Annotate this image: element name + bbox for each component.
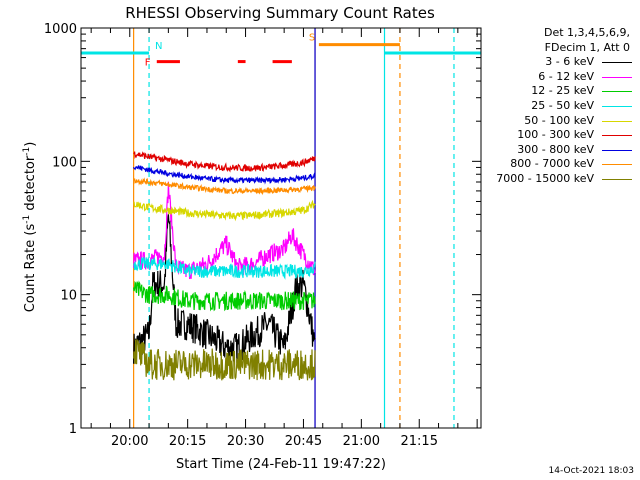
legend-entry-label: 50 - 100 keV — [524, 113, 594, 127]
legend-swatch — [602, 76, 632, 78]
y-axis-label-mid: detector — [23, 155, 38, 215]
series-3-6-kev — [133, 214, 316, 364]
legend-entries: 3 - 6 keV 6 - 12 keV 12 - 25 keV 25 - 50 ke… — [478, 55, 636, 186]
y-axis-label-main: Count Rate (s — [23, 224, 38, 313]
legend-entry-label: 12 - 25 keV — [531, 84, 594, 98]
series-12-25-kev — [133, 280, 316, 312]
series-300-800-kev — [133, 164, 316, 185]
series-25-50-kev — [133, 256, 316, 280]
legend-entry-7000-15000-kev: 7000 - 15000 keV — [478, 172, 636, 187]
timestamp: 14-Oct-2021 18:03 — [548, 466, 634, 476]
axes: 1 10 100 1000 20:00 20:15 20:30 20:45 21:00 21:15 — [44, 22, 482, 449]
flag-label-n: N — [155, 41, 162, 52]
legend-entry-25-50-kev: 25 - 50 keV — [478, 99, 636, 114]
x-tick-label: 20:00 — [111, 434, 148, 449]
legend-swatch — [602, 120, 632, 122]
chart-title: RHESSI Observing Summary Count Rates — [125, 4, 435, 22]
legend-swatch — [602, 178, 632, 180]
x-tick-label: 21:15 — [401, 434, 438, 449]
series-800-7000-kev — [133, 177, 316, 196]
plot-area: N S F — [81, 28, 481, 428]
flag-label-s: S — [309, 33, 315, 44]
y-tick-label: 10 — [60, 289, 77, 304]
legend-header-line-2: FDecim 1, Att 0 — [544, 40, 630, 54]
x-tick-label: 20:15 — [169, 434, 206, 449]
legend-swatch — [602, 91, 632, 93]
plot-frame — [80, 27, 482, 429]
y-axis-label-end: ) — [23, 142, 38, 147]
legend-entry-50-100-kev: 50 - 100 keV — [478, 114, 636, 129]
y-tick-label: 1000 — [44, 22, 77, 37]
legend-entry-300-800-kev: 300 - 800 keV — [478, 143, 636, 158]
x-axis-label: Start Time (24-Feb-11 19:47:22) — [176, 457, 386, 472]
legend-entry-6-12-kev: 6 - 12 keV — [478, 70, 636, 85]
legend-entry-800-7000-kev: 800 - 7000 keV — [478, 157, 636, 172]
flag-label-f: F — [145, 58, 151, 69]
y-axis-label-sup2: -1 — [22, 147, 32, 156]
y-axis-label-sup1: -1 — [22, 215, 32, 224]
legend-entry-label: 3 - 6 keV — [545, 55, 594, 69]
legend-entry-100-300-kev: 100 - 300 keV — [478, 128, 636, 143]
y-tick-label: 100 — [52, 155, 77, 170]
legend: Det 1,3,4,5,6,9, FDecim 1, Att 0 3 - 6 k… — [478, 26, 636, 187]
legend-swatch — [602, 62, 632, 64]
y-axis-label: Count Rate (s-1 detector-1) — [22, 142, 38, 313]
series-6-12-kev — [133, 181, 316, 280]
legend-entry-label: 6 - 12 keV — [538, 69, 594, 83]
legend-swatch — [602, 149, 632, 151]
legend-swatch — [602, 105, 632, 107]
x-tick-label: 20:30 — [227, 434, 264, 449]
series-100-300-kev — [133, 151, 316, 173]
y-tick-label: 1 — [69, 422, 77, 437]
legend-header-line-1: Det 1,3,4,5,6,9, — [543, 26, 630, 39]
legend-entry-label: 7000 - 15000 keV — [496, 171, 594, 185]
series-50-100-kev — [133, 199, 316, 222]
x-tick-label: 21:00 — [343, 434, 380, 449]
legend-entry-label: 100 - 300 keV — [517, 128, 594, 142]
x-tick-label: 20:45 — [285, 434, 322, 449]
legend-entry-label: 800 - 7000 keV — [510, 157, 594, 171]
legend-entry-12-25-kev: 12 - 25 keV — [478, 84, 636, 99]
legend-entry-label: 300 - 800 keV — [517, 142, 594, 156]
legend-swatch — [602, 164, 632, 166]
legend-entry-3-6-kev: 3 - 6 keV — [478, 55, 636, 70]
legend-entry-label: 25 - 50 keV — [531, 98, 594, 112]
legend-swatch — [602, 135, 632, 137]
series-7000-15000-kev — [133, 339, 316, 381]
